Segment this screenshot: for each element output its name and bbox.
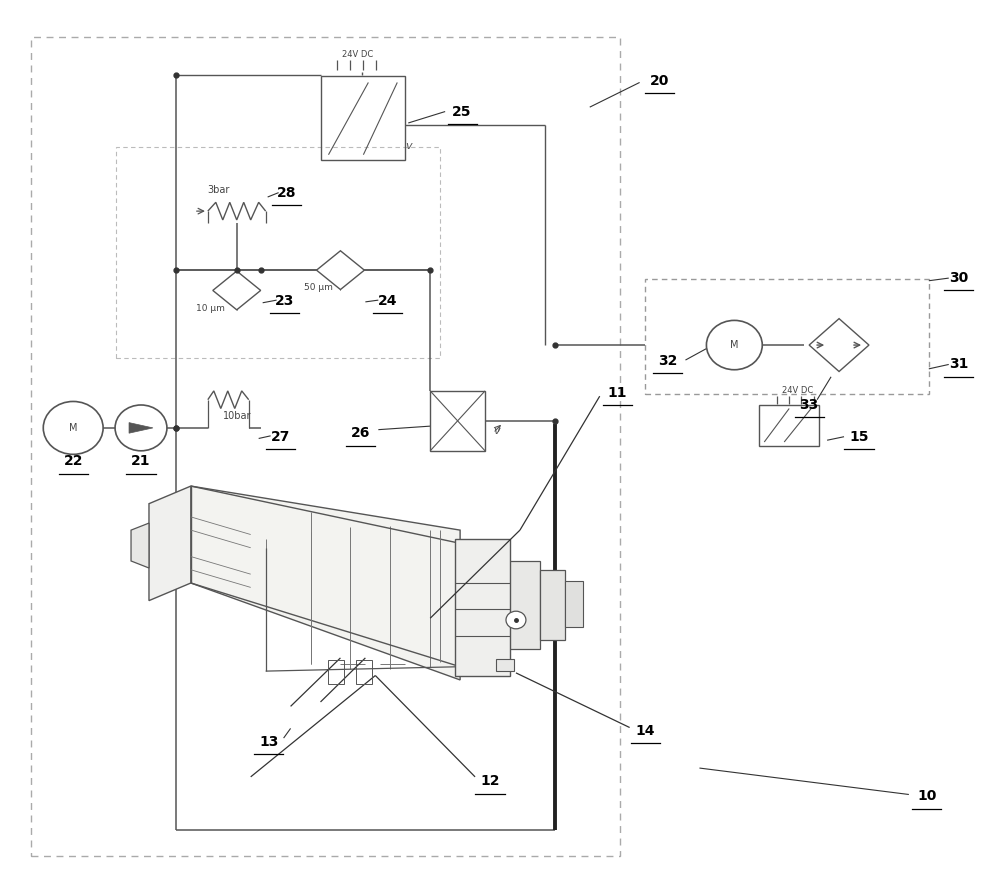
Circle shape bbox=[115, 405, 167, 451]
Text: 10: 10 bbox=[917, 789, 936, 804]
Bar bbox=[320, 76, 405, 160]
Text: 12: 12 bbox=[480, 774, 500, 789]
Text: 24V DC: 24V DC bbox=[342, 50, 373, 58]
Text: 11: 11 bbox=[608, 385, 627, 400]
Bar bbox=[565, 582, 583, 627]
Bar bbox=[116, 147, 440, 358]
Circle shape bbox=[506, 611, 526, 629]
Polygon shape bbox=[317, 251, 364, 290]
Text: 21: 21 bbox=[131, 454, 151, 469]
Text: v: v bbox=[493, 426, 500, 437]
Circle shape bbox=[706, 320, 762, 370]
Bar bbox=[328, 659, 344, 684]
Polygon shape bbox=[149, 486, 191, 600]
Text: 10 μm: 10 μm bbox=[196, 303, 225, 313]
Polygon shape bbox=[213, 271, 261, 309]
Bar bbox=[496, 659, 514, 671]
Polygon shape bbox=[129, 423, 153, 433]
Text: 24: 24 bbox=[378, 294, 397, 308]
Text: 15: 15 bbox=[849, 430, 869, 444]
Text: 3bar: 3bar bbox=[208, 185, 230, 195]
Circle shape bbox=[43, 401, 103, 454]
Bar bbox=[455, 539, 510, 675]
Text: 14: 14 bbox=[636, 724, 655, 738]
Bar bbox=[356, 659, 372, 684]
Text: M: M bbox=[69, 423, 77, 433]
Text: 20: 20 bbox=[650, 73, 669, 88]
Text: 31: 31 bbox=[949, 357, 968, 371]
Polygon shape bbox=[809, 318, 869, 371]
Text: v: v bbox=[405, 141, 412, 151]
Text: 25: 25 bbox=[452, 104, 472, 118]
Text: 32: 32 bbox=[658, 354, 677, 368]
Text: 33: 33 bbox=[800, 398, 819, 412]
Text: 23: 23 bbox=[275, 294, 294, 308]
Text: 24V DC: 24V DC bbox=[782, 386, 813, 395]
Bar bbox=[31, 36, 620, 857]
Bar bbox=[430, 391, 485, 451]
Polygon shape bbox=[191, 486, 460, 680]
Text: 28: 28 bbox=[277, 186, 296, 200]
Bar bbox=[460, 544, 508, 667]
Bar bbox=[759, 405, 819, 446]
Text: M: M bbox=[730, 340, 739, 350]
Text: 13: 13 bbox=[259, 735, 278, 749]
Bar bbox=[540, 570, 565, 640]
Text: 27: 27 bbox=[271, 430, 290, 444]
Text: 30: 30 bbox=[949, 271, 968, 286]
Text: 10bar: 10bar bbox=[223, 410, 251, 421]
Bar bbox=[508, 561, 540, 649]
Text: 50 μm: 50 μm bbox=[304, 283, 333, 293]
Text: 26: 26 bbox=[351, 426, 370, 440]
Polygon shape bbox=[131, 523, 149, 568]
Text: 22: 22 bbox=[63, 454, 83, 469]
Bar bbox=[645, 279, 929, 393]
